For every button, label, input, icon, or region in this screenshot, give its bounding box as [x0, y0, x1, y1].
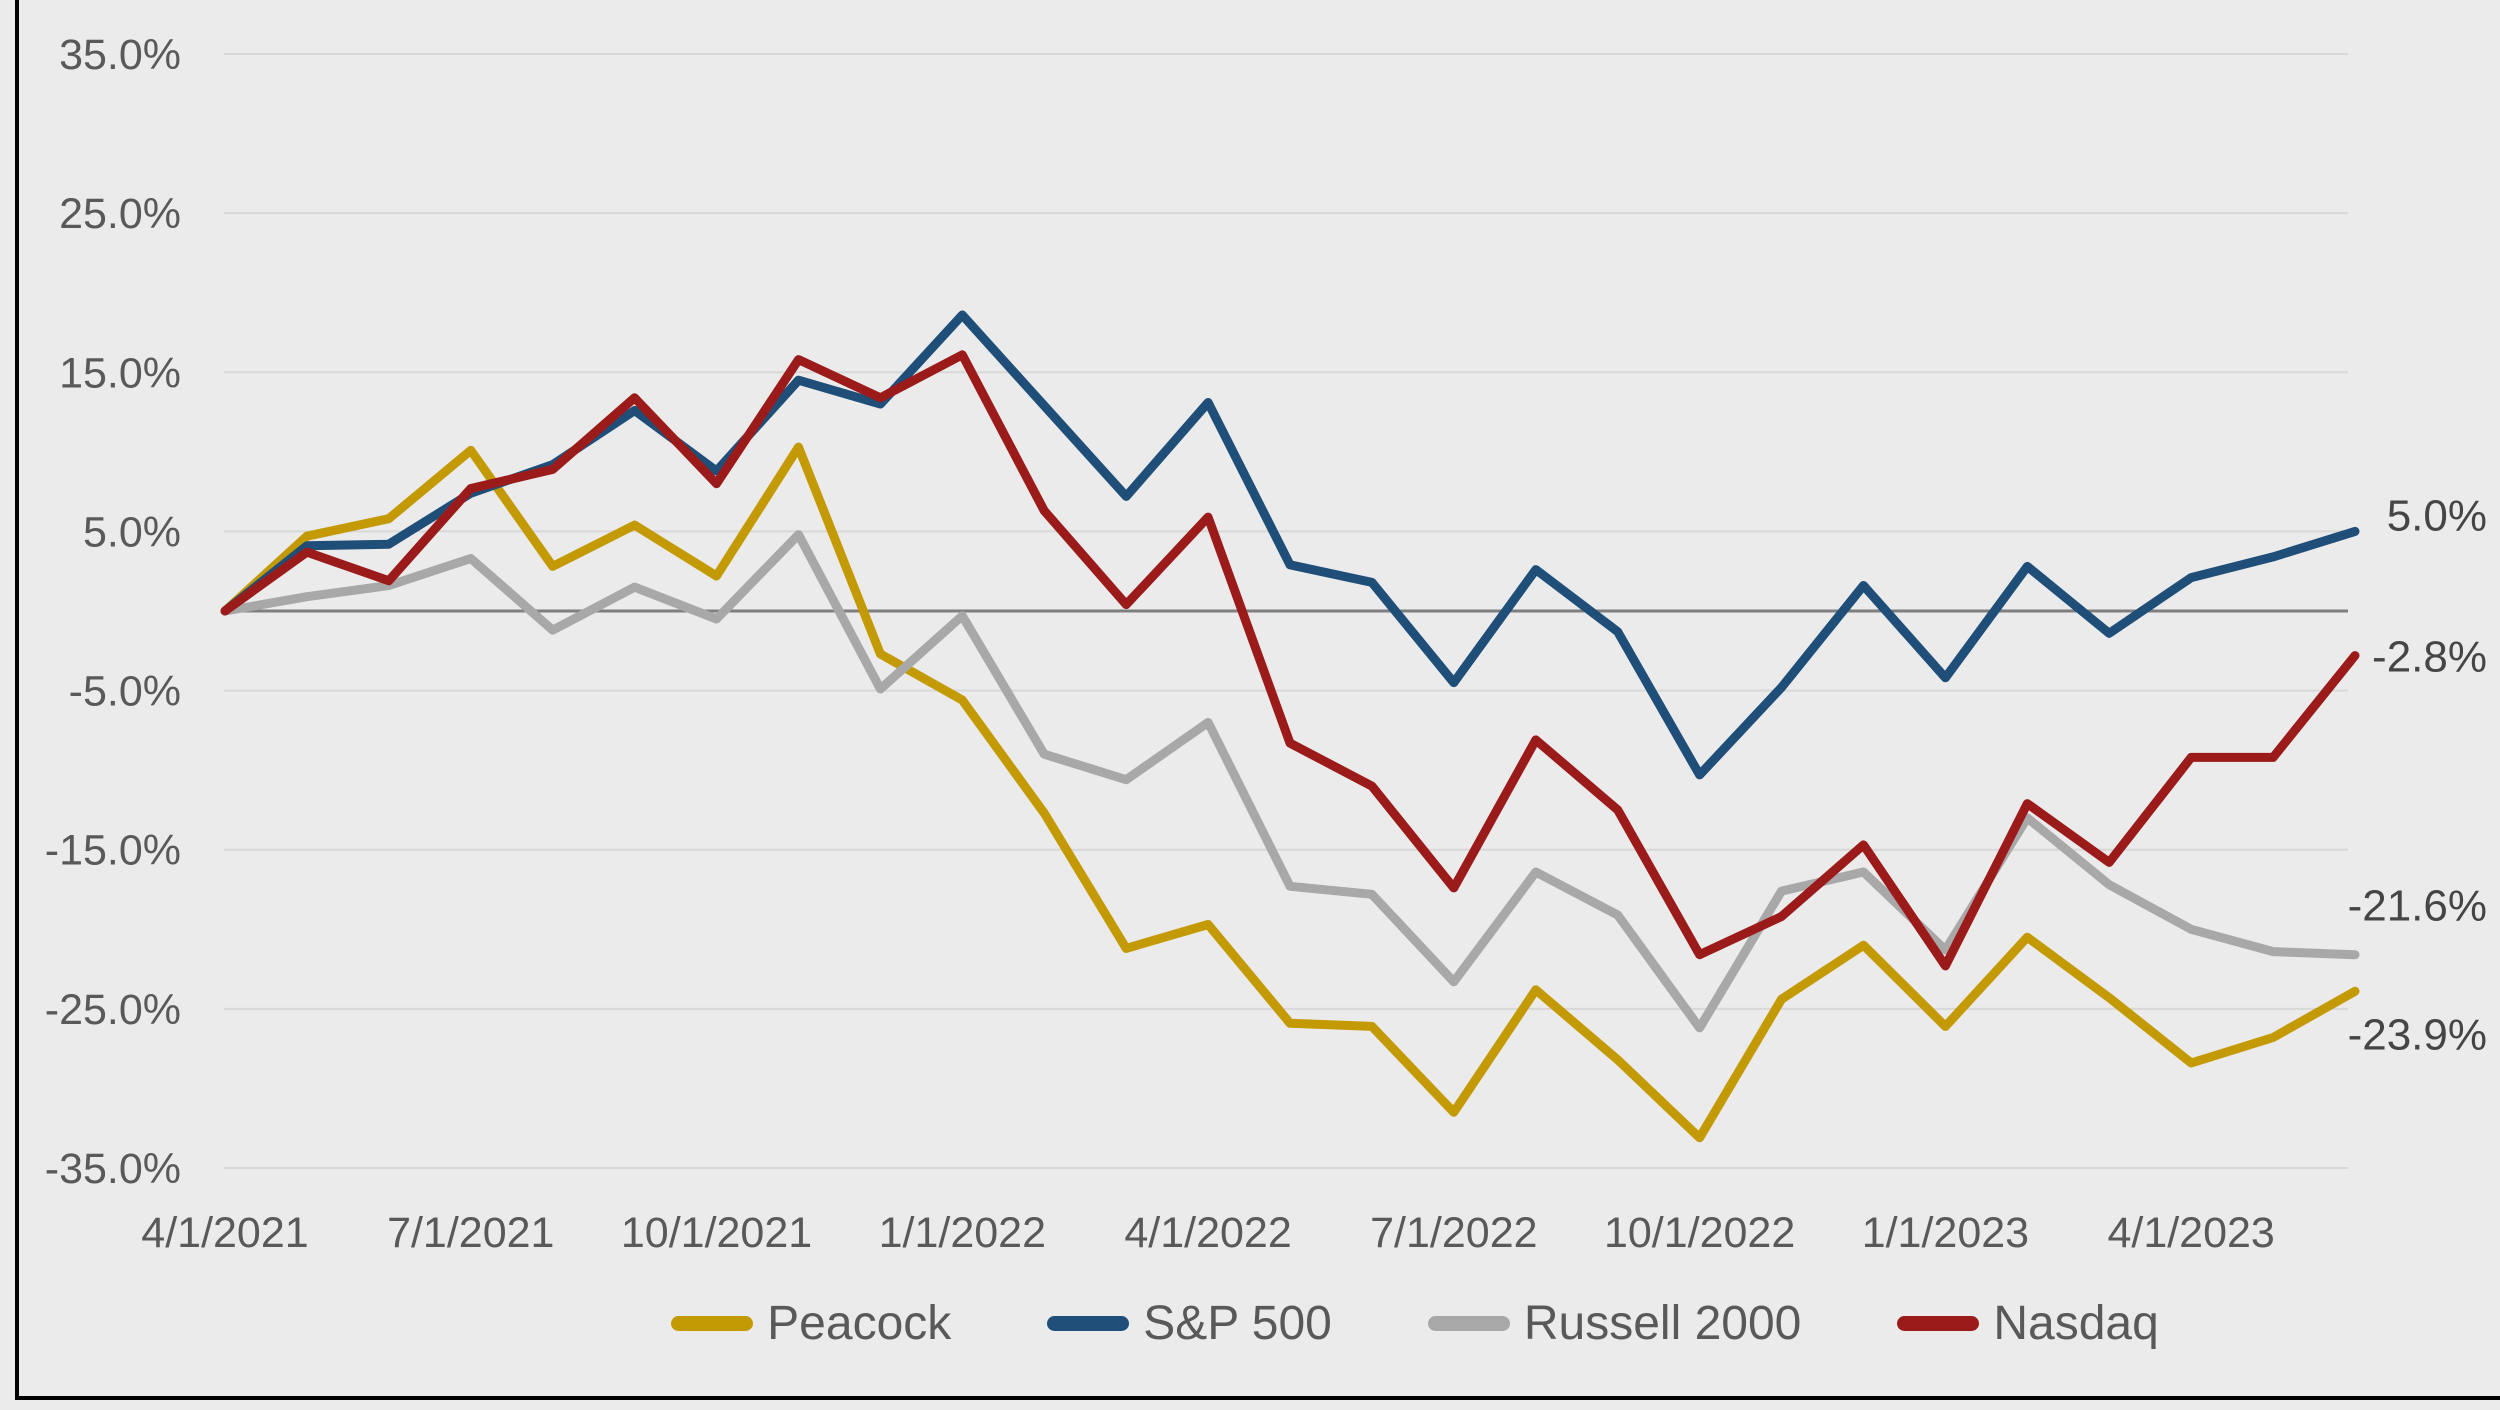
- x-axis-label-4/1/2023: 4/1/2023: [2107, 1209, 2274, 1257]
- end-label-nasdaq: -2.8%: [2372, 633, 2487, 682]
- legend-item-sp500: S&P 500: [1047, 1296, 1332, 1351]
- frame-bottom-border: [15, 1396, 2500, 1400]
- legend-item-nasdaq: Nasdaq: [1897, 1296, 2159, 1351]
- x-axis-label-10/1/2021: 10/1/2021: [621, 1209, 812, 1257]
- x-axis-label-1/1/2023: 1/1/2023: [1862, 1209, 2029, 1257]
- y-axis-label-5.0%: 5.0%: [83, 508, 181, 556]
- legend-label-sp500: S&P 500: [1143, 1297, 1332, 1350]
- end-label-s-p-500: 5.0%: [2387, 491, 2487, 540]
- y-axis-label--35.0%: -35.0%: [45, 1145, 181, 1193]
- x-axis-label-1/1/2022: 1/1/2022: [879, 1209, 1046, 1257]
- legend-item-peacock: Peacock: [671, 1296, 951, 1351]
- series-line-peacock: [220, 442, 2360, 1143]
- x-axis-label-10/1/2022: 10/1/2022: [1604, 1209, 1795, 1257]
- legend-swatch-peacock-icon: [671, 1316, 754, 1331]
- series-line-nasdaq: [220, 350, 2360, 971]
- y-axis-label-15.0%: 15.0%: [59, 349, 181, 397]
- end-label-peacock: -23.9%: [2348, 1010, 2487, 1059]
- legend-swatch-russell2000-icon: [1427, 1316, 1510, 1331]
- legend-swatch-nasdaq-icon: [1897, 1316, 1980, 1331]
- legend-item-russell2000: Russell 2000: [1427, 1296, 1802, 1351]
- x-axis-label-4/1/2022: 4/1/2022: [1124, 1209, 1291, 1257]
- legend: Peacock S&P 500 Russell 2000 Nasdaq: [0, 1296, 2500, 1351]
- legend-label-nasdaq: Nasdaq: [1993, 1297, 2159, 1350]
- x-axis-label-7/1/2022: 7/1/2022: [1370, 1209, 1537, 1257]
- y-axis-label--25.0%: -25.0%: [45, 986, 181, 1034]
- x-axis-label-7/1/2021: 7/1/2021: [387, 1209, 554, 1257]
- y-axis-label-25.0%: 25.0%: [59, 190, 181, 238]
- frame-left-border: [15, 0, 19, 1400]
- y-axis-label-35.0%: 35.0%: [59, 31, 181, 79]
- series-line-russell-2000: [220, 530, 2360, 1033]
- legend-swatch-sp500-icon: [1047, 1316, 1130, 1331]
- y-axis-label--5.0%: -5.0%: [69, 668, 181, 716]
- series-line-s-p-500: [220, 310, 2360, 780]
- legend-label-russell2000: Russell 2000: [1523, 1297, 1802, 1350]
- x-axis-label-4/1/2021: 4/1/2021: [141, 1209, 308, 1257]
- legend-label-peacock: Peacock: [767, 1297, 952, 1350]
- y-axis-label--15.0%: -15.0%: [45, 827, 181, 875]
- end-label-russell-2000: -21.6%: [2348, 882, 2487, 931]
